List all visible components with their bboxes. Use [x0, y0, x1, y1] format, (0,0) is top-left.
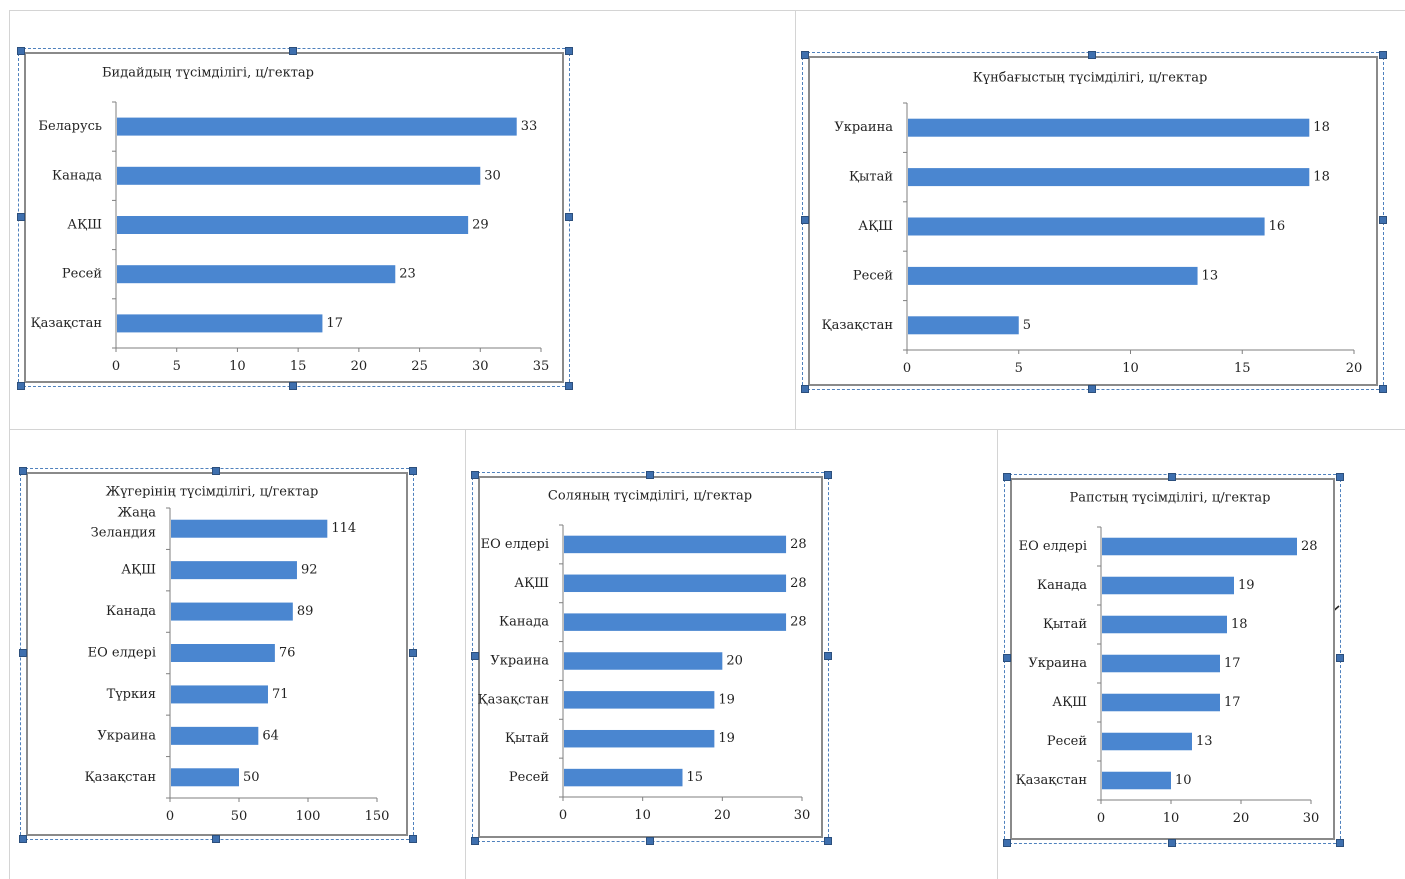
- cell-border-top: [9, 10, 1405, 11]
- resize-handle[interactable]: [212, 467, 220, 475]
- resize-handle[interactable]: [1088, 385, 1096, 393]
- resize-handle[interactable]: [19, 649, 27, 657]
- chart-area: [808, 56, 1378, 386]
- resize-handle[interactable]: [1379, 51, 1387, 59]
- cell-border-top-divider: [795, 10, 796, 429]
- resize-handle[interactable]: [1088, 51, 1096, 59]
- resize-handle[interactable]: [824, 652, 832, 660]
- resize-handle[interactable]: [17, 382, 25, 390]
- resize-handle[interactable]: [471, 471, 479, 479]
- cell-border-bottom-divider-2: [997, 429, 998, 879]
- chart-area: [1010, 478, 1335, 840]
- resize-handle[interactable]: [1379, 216, 1387, 224]
- resize-handle[interactable]: [409, 649, 417, 657]
- resize-handle[interactable]: [1167, 473, 1176, 481]
- cell-border-bottom-divider-1: [465, 429, 466, 879]
- resize-handle[interactable]: [801, 51, 809, 59]
- resize-handle[interactable]: [824, 837, 832, 845]
- resize-handle[interactable]: [824, 471, 832, 479]
- resize-handle[interactable]: [1379, 385, 1387, 393]
- resize-handle[interactable]: [1003, 473, 1011, 481]
- chart-area: [26, 472, 408, 836]
- resize-handle[interactable]: [1336, 839, 1344, 847]
- resize-handle[interactable]: [19, 835, 27, 843]
- cell-border-middle-row: [9, 429, 1405, 430]
- resize-handle[interactable]: [17, 47, 25, 55]
- resize-handle[interactable]: [801, 385, 809, 393]
- resize-handle[interactable]: [565, 212, 573, 221]
- chart-area: [24, 52, 564, 383]
- resize-handle[interactable]: [565, 47, 573, 55]
- resize-handle[interactable]: [289, 47, 297, 55]
- resize-handle[interactable]: [409, 835, 417, 843]
- resize-handle[interactable]: [19, 467, 27, 475]
- resize-handle[interactable]: [645, 471, 654, 479]
- resize-handle[interactable]: [1336, 654, 1344, 662]
- resize-handle[interactable]: [471, 837, 479, 845]
- resize-handle[interactable]: [1003, 654, 1011, 662]
- cell-border-left: [9, 10, 10, 879]
- resize-handle[interactable]: [645, 837, 654, 845]
- chart-area: [478, 476, 823, 838]
- resize-handle[interactable]: [471, 652, 479, 660]
- resize-handle[interactable]: [565, 382, 573, 390]
- resize-handle[interactable]: [1336, 473, 1344, 481]
- resize-handle[interactable]: [1167, 839, 1176, 847]
- resize-handle[interactable]: [17, 212, 25, 221]
- resize-handle[interactable]: [1003, 839, 1011, 847]
- resize-handle[interactable]: [409, 467, 417, 475]
- resize-handle[interactable]: [289, 382, 297, 390]
- resize-handle[interactable]: [212, 835, 220, 843]
- resize-handle[interactable]: [801, 216, 809, 224]
